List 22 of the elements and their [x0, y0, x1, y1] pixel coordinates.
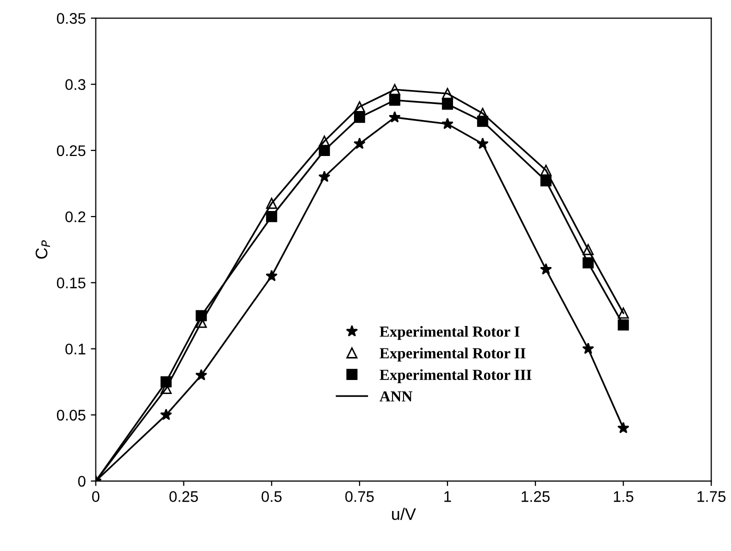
legend-label: Experimental Rotor II [380, 348, 526, 362]
y-tick-label: 0 [78, 476, 86, 487]
x-tick-label: 0.25 [169, 491, 198, 502]
x-tick-label: 0 [92, 491, 100, 502]
x-tick-label: 0.75 [345, 491, 374, 502]
y-tick-label: 0.15 [56, 278, 86, 288]
y-tick-label: 0.35 [56, 13, 86, 24]
x-tick-label: 1.25 [522, 491, 550, 502]
x-tick-label: 1.5 [614, 491, 634, 502]
y-axis-title: C$_{P}$ [36, 240, 50, 259]
y-tick-label: 0.25 [56, 145, 86, 156]
y-tick-label: 0.1 [65, 344, 86, 354]
x-axis-title: u/V [392, 508, 416, 520]
x-tick-label: 1 [444, 491, 451, 502]
y-tick-label: 0.05 [56, 410, 86, 421]
legend-label: Experimental Rotor I [380, 326, 520, 340]
legend-label: ANN [380, 391, 412, 402]
y-tick-label: 0.3 [65, 79, 86, 90]
legend-label: Experimental Rotor III [380, 369, 532, 384]
x-tick-label: 0.5 [262, 491, 282, 502]
y-tick-label: 0.2 [65, 211, 86, 222]
x-tick-label: 1.75 [698, 491, 726, 502]
